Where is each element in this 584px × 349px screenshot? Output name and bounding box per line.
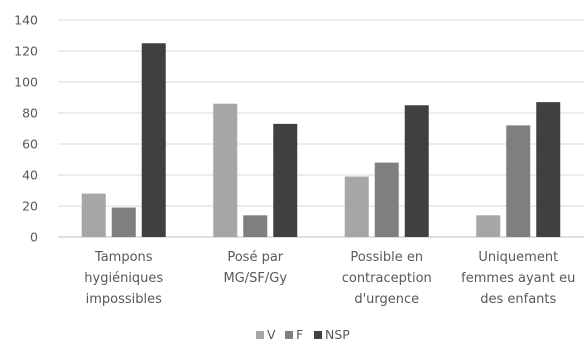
y-tick-label: 100 [14, 75, 38, 90]
legend-swatch-v [256, 331, 264, 339]
y-tick-label: 120 [14, 44, 38, 59]
category-label-line: Possible en [350, 250, 423, 265]
category-label-line: Tampons [94, 250, 153, 265]
gridlines [58, 19, 584, 238]
x-axis-category-labels: Tampons hygiéniques impossibles Posé par MG/… [84, 250, 575, 307]
legend-swatch-f [285, 331, 293, 339]
bar-nsp-2 [273, 123, 298, 237]
bar-v-4 [476, 215, 501, 237]
bar-nsp-3 [404, 105, 429, 237]
bar-f-3 [374, 162, 399, 237]
category-label-line: femmes ayant eu [461, 271, 575, 286]
category-label-line: hygiéniques [84, 271, 163, 286]
bar-f-1 [111, 207, 136, 237]
category-label-line: MG/SF/Gy [223, 271, 287, 286]
bar-nsp-4 [536, 102, 561, 238]
y-axis-ticks: 0 20 40 60 80 100 120 140 [14, 13, 38, 245]
category-label-line: impossibles [86, 292, 163, 307]
category-label-line: contraception [342, 271, 432, 286]
bar-v-1 [81, 193, 106, 237]
bar-nsp-1 [141, 43, 166, 237]
category-label: Tampons hygiéniques impossibles [84, 250, 163, 307]
bar-f-2 [243, 215, 268, 237]
y-tick-label: 140 [14, 13, 38, 28]
y-tick-label: 20 [22, 199, 38, 214]
legend-swatch-nsp [314, 331, 322, 339]
y-tick-label: 60 [22, 137, 38, 152]
y-tick-label: 80 [22, 106, 38, 121]
legend-label-f: F [296, 327, 303, 342]
category-label-line: Posé par [227, 250, 283, 265]
category-label-line: des enfants [480, 292, 556, 307]
category-label: Uniquement femmes ayant eu des enfants [461, 250, 575, 307]
y-tick-label: 0 [30, 230, 38, 245]
bars [81, 43, 561, 238]
category-label: Posé par MG/SF/Gy [223, 250, 287, 286]
bar-f-4 [506, 125, 531, 237]
legend-label-v: V [267, 327, 276, 342]
category-label-line: Uniquement [478, 250, 558, 265]
legend-label-nsp: NSP [325, 327, 350, 342]
bar-v-3 [344, 176, 369, 237]
legend: V F NSP [256, 327, 350, 342]
category-label-line: d'urgence [354, 292, 419, 307]
y-tick-label: 40 [22, 168, 38, 183]
bar-v-2 [213, 103, 238, 237]
category-label: Possible en contraception d'urgence [342, 250, 432, 307]
